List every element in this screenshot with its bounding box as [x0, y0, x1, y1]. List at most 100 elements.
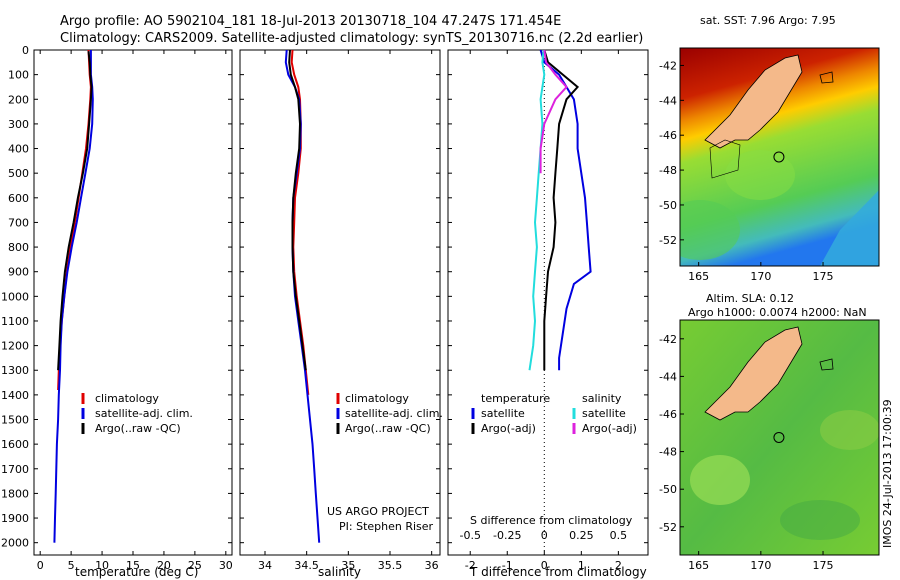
- legend-label-argo: Argo(..raw -QC): [95, 422, 181, 435]
- depth-tick-label: 2000: [1, 537, 29, 550]
- salinity-series: [284, 49, 321, 543]
- header-line1: Argo profile: AO 5902104_181 18-Jul-2013…: [60, 14, 561, 29]
- legend-label-s-satellite: satellite: [582, 407, 626, 420]
- x-tick-label: 1: [578, 559, 585, 572]
- series-line: [539, 49, 592, 371]
- map-y-tick-label: -48: [659, 446, 677, 459]
- legend-title-salinity: salinity: [582, 392, 622, 405]
- difference-plot: -2 -1 0 1 2 S difference from climatology -0…: [447, 49, 649, 579]
- s-diff-label: S difference from climatology: [470, 514, 633, 527]
- imos-watermark: IMOS 24-Jul-2013 17:00:39: [881, 399, 894, 548]
- sst-map-frame: [679, 47, 880, 267]
- sst-cold-water: [820, 190, 879, 266]
- map-x-tick-label: 170: [750, 270, 771, 283]
- difference-axes-frame: [447, 49, 649, 556]
- series-line: [288, 49, 307, 371]
- map-x-tick-label: 165: [688, 270, 709, 283]
- x-tick-label: 25: [188, 559, 202, 572]
- salinity-x-axis: 34 34.5 35 35.5 36: [258, 50, 439, 572]
- sla-field-patch: [820, 410, 879, 450]
- map-y-tick-label: -50: [659, 483, 677, 496]
- x-tick-label: 36: [425, 559, 439, 572]
- sla-field-patch: [690, 455, 750, 505]
- depth-tick-label: 600: [8, 192, 29, 205]
- depth-tick-label: 1300: [1, 364, 29, 377]
- depth-tick-label: 1800: [1, 487, 29, 500]
- temperature-series: [53, 49, 94, 543]
- depth-tick-label: 500: [8, 167, 29, 180]
- map-y-tick-label: -46: [659, 408, 677, 421]
- depth-tick-label: 1900: [1, 512, 29, 525]
- sla-map-frame: [679, 319, 880, 556]
- depth-tick-label: 400: [8, 143, 29, 156]
- x-tick-label: 0: [37, 559, 44, 572]
- map-y-tick-label: -46: [659, 129, 677, 142]
- map-y-tick-label: -44: [659, 94, 677, 107]
- legend-label-t-argo: Argo(-adj): [481, 422, 536, 435]
- series-line: [53, 50, 94, 543]
- series-line: [543, 49, 580, 371]
- x-tick-label: 30: [219, 559, 233, 572]
- sst-field-patch: [725, 150, 795, 200]
- x-tick-label: 0: [541, 559, 548, 572]
- depth-tick-label: 200: [8, 93, 29, 106]
- legend-title-temperature: temperature: [481, 392, 550, 405]
- salinity-axes-frame: [239, 49, 441, 556]
- legend-label-satellite: satellite-adj. clim.: [95, 407, 193, 420]
- map-y-tick-label: -52: [659, 234, 677, 247]
- temperature-xlabel: temperature (deg C): [75, 565, 198, 579]
- x-tick-label: 2: [615, 559, 622, 572]
- series-line: [539, 49, 568, 174]
- chatham-contour: [819, 358, 834, 371]
- bathymetry-contour: [709, 139, 741, 179]
- s-tick-label: 0.25: [569, 529, 594, 542]
- sla-map-subtitle: Argo h1000: 0.0074 h2000: NaN: [688, 306, 867, 319]
- salinity-legend: climatology satellite-adj. clim. Argo(..…: [336, 392, 443, 435]
- x-tick-label: 35.5: [378, 559, 403, 572]
- project-annotation: US ARGO PROJECT: [327, 505, 429, 518]
- x-tick-label: -1: [502, 559, 513, 572]
- salinity-plot: 34 34.5 35 35.5 36 salinity climatology sate…: [239, 49, 443, 579]
- x-tick-label: 34: [258, 559, 272, 572]
- difference-series: [528, 49, 592, 371]
- s-tick-label: 0: [541, 529, 548, 542]
- temperature-legend: climatology satellite-adj. clim. Argo(..…: [81, 392, 193, 435]
- legend-label-climatology: climatology: [95, 392, 159, 405]
- sla-map-title: Altim. SLA: 0.12: [706, 292, 794, 305]
- s-tick-label: -0.25: [493, 529, 521, 542]
- header-line2: Climatology: CARS2009. Satellite-adjuste…: [60, 31, 643, 46]
- map-y-tick-label: -44: [659, 370, 677, 383]
- x-tick-label: 10: [95, 559, 109, 572]
- map-y-tick-label: -42: [659, 333, 677, 346]
- temperature-x-axis: 0 5 10 15 20 25 30: [37, 50, 233, 572]
- depth-tick-label: 300: [8, 118, 29, 131]
- map-x-tick-label: 175: [813, 559, 834, 572]
- x-tick-label: 20: [157, 559, 171, 572]
- south-island-landmass: [704, 54, 803, 149]
- depth-tick-label: 100: [8, 69, 29, 82]
- map-y-tick-label: -48: [659, 164, 677, 177]
- x-tick-label: -2: [465, 559, 476, 572]
- map-y-tick-label: -52: [659, 521, 677, 534]
- depth-tick-label: 1500: [1, 414, 29, 427]
- chatham-contour: [819, 71, 834, 84]
- depth-tick-label: 1200: [1, 340, 29, 353]
- salinity-xlabel: salinity: [318, 565, 361, 579]
- series-line: [528, 49, 546, 371]
- legend-label-t-satellite: satellite: [481, 407, 525, 420]
- depth-tick-label: 1400: [1, 389, 29, 402]
- depth-tick-label: 800: [8, 241, 29, 254]
- depth-axis: 0 100 200 300 400 500 600 700 800 900 1000 1100 1200…: [1, 44, 648, 550]
- x-tick-label: 15: [126, 559, 140, 572]
- x-tick-label: 35: [341, 559, 355, 572]
- x-tick-label: 34.5: [294, 559, 319, 572]
- sla-map: Altim. SLA: 0.12 Argo h1000: 0.0074 h200…: [659, 292, 880, 572]
- s-difference-ticks: -0.5 -0.25 0 0.25 0.5: [459, 529, 627, 542]
- map-x-tick-label: 175: [813, 270, 834, 283]
- t-diff-label: T difference from climatology: [469, 565, 647, 579]
- depth-tick-label: 900: [8, 266, 29, 279]
- depth-tick-label: 1700: [1, 463, 29, 476]
- map-x-tick-label: 165: [688, 559, 709, 572]
- s-tick-label: 0.5: [610, 529, 628, 542]
